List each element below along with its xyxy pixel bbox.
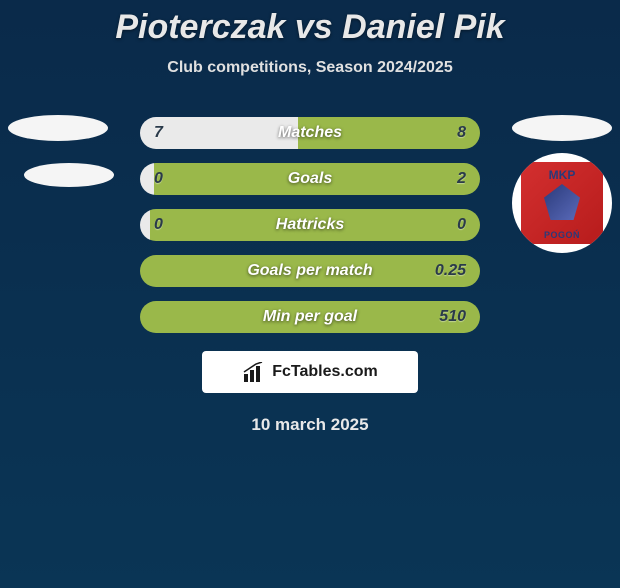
stat-bar-left: [140, 163, 154, 195]
club-crest-bottom-text: POGOŃ: [521, 230, 603, 240]
stat-left-value: 0: [154, 170, 163, 188]
stat-row: Min per goal 510: [140, 301, 480, 333]
stat-left-value: 0: [154, 216, 163, 234]
stat-row: 0 Goals 2: [140, 163, 480, 195]
stat-right-value: 510: [439, 308, 466, 326]
stat-label: Goals per match: [247, 262, 372, 280]
brand-attribution[interactable]: FcTables.com: [202, 351, 418, 393]
player-right-badge: MKP POGOŃ: [512, 109, 612, 193]
stat-right-value: 8: [457, 124, 466, 142]
brand-chart-icon: [242, 362, 266, 382]
club-crest-emblem: [544, 184, 580, 220]
season-subtitle: Club competitions, Season 2024/2025: [0, 59, 620, 77]
stat-right-value: 2: [457, 170, 466, 188]
comparison-content: MKP POGOŃ 7 Matches 8 0 Goals 2 0 Hattricks 0 Goa…: [0, 117, 620, 435]
stat-row: Goals per match 0.25: [140, 255, 480, 287]
stat-right-value: 0.25: [435, 262, 466, 280]
stat-row: 7 Matches 8: [140, 117, 480, 149]
stat-label: Matches: [278, 124, 342, 142]
stat-bar-left: [140, 117, 298, 149]
stats-list: 7 Matches 8 0 Goals 2 0 Hattricks 0 Goals per mat…: [140, 117, 480, 333]
player-left-badge: [8, 109, 108, 193]
stat-right-value: 0: [457, 216, 466, 234]
avatar-placeholder-left-2: [24, 163, 114, 187]
footer-date: 10 march 2025: [8, 415, 612, 435]
club-crest-circle: MKP POGOŃ: [512, 153, 612, 253]
stat-label: Min per goal: [263, 308, 357, 326]
stat-label: Hattricks: [276, 216, 344, 234]
club-crest-inner: MKP POGOŃ: [521, 162, 603, 244]
stat-left-value: 7: [154, 124, 163, 142]
stat-label: Goals: [288, 170, 332, 188]
stat-row: 0 Hattricks 0: [140, 209, 480, 241]
club-crest-right: MKP POGOŃ: [512, 153, 612, 253]
avatar-placeholder-left-1: [8, 115, 108, 141]
brand-text: FcTables.com: [272, 363, 378, 381]
avatar-placeholder-right: [512, 115, 612, 141]
page-title: Pioterczak vs Daniel Pik: [0, 8, 620, 47]
stat-bar-left: [140, 209, 150, 241]
club-crest-top-text: MKP: [521, 168, 603, 182]
